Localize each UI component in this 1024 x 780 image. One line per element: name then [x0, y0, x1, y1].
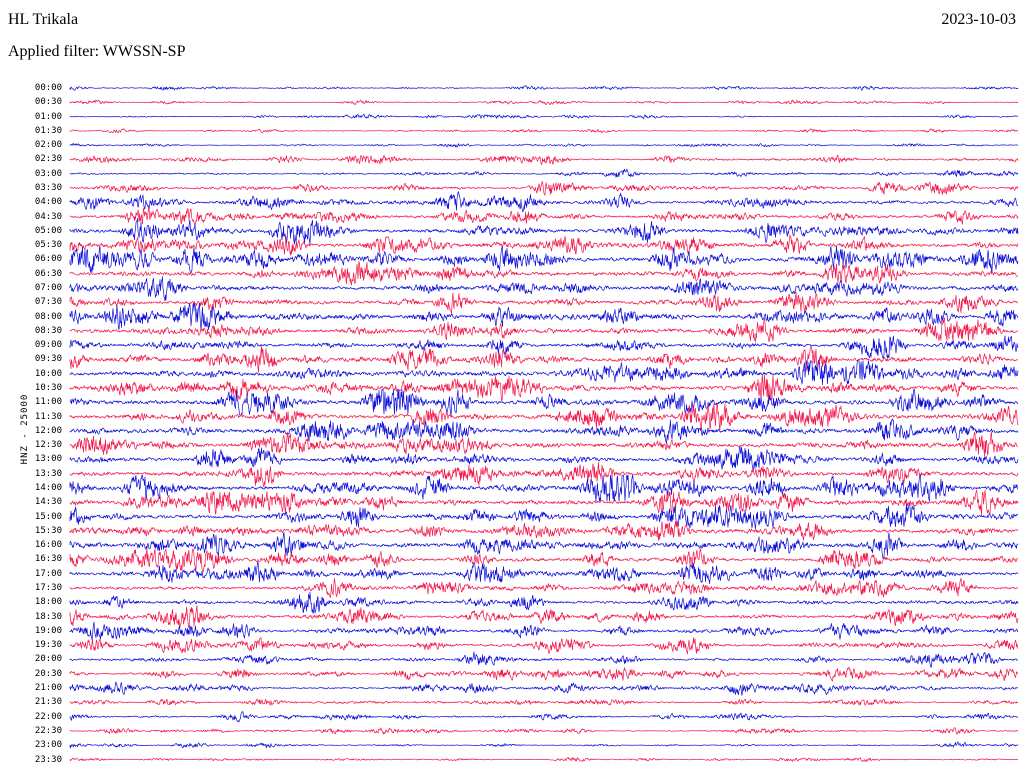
seismogram-canvas: [0, 0, 1024, 780]
helicorder-page: HL Trikala 2023-10-03 Applied filter: WW…: [0, 0, 1024, 780]
